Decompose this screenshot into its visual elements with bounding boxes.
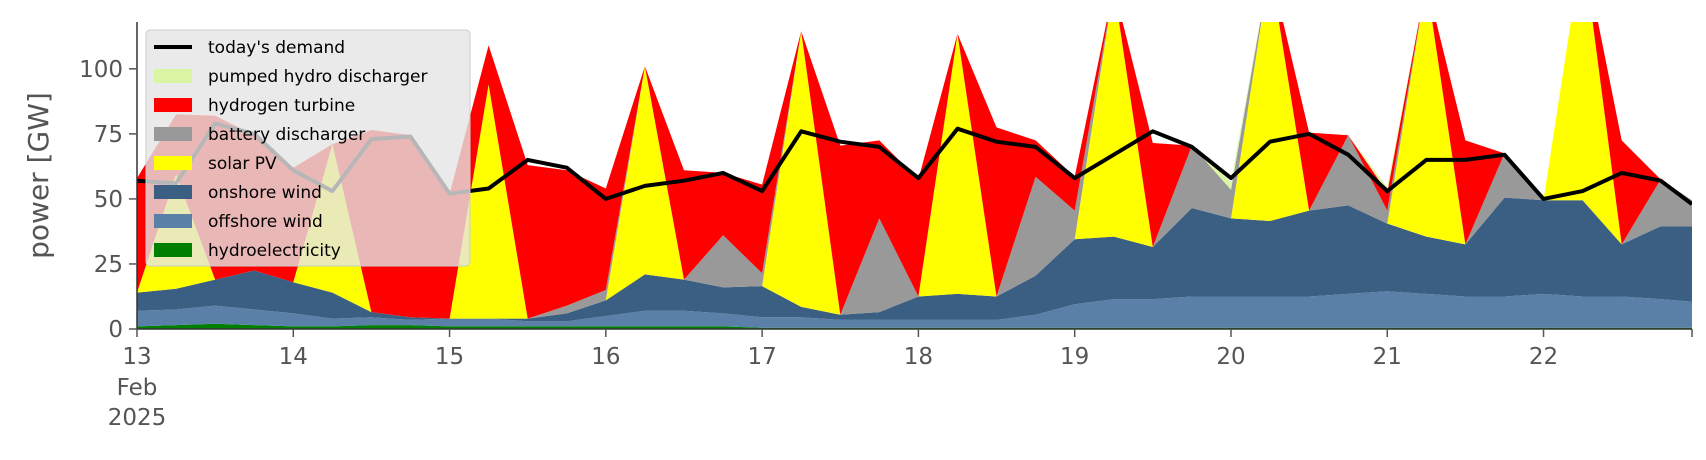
legend-swatch-hydroelectricity — [154, 243, 192, 257]
x-tick-sublabel: 2025 — [108, 405, 167, 431]
legend-swatch-onshore-wind — [154, 185, 192, 199]
legend-label-today-s-demand: today's demand — [208, 38, 345, 58]
legend-label-hydrogen-turbine: hydrogen turbine — [208, 96, 355, 116]
legend-swatch-pumped-hydro-discharger — [154, 69, 192, 83]
legend-label-solar-pv: solar PV — [208, 154, 277, 174]
x-tick-label: 22 — [1529, 344, 1558, 370]
legend-swatch-hydrogen-turbine — [154, 98, 192, 112]
legend-box — [145, 29, 471, 267]
x-tick-label: 20 — [1216, 344, 1245, 370]
y-tick-label: 75 — [94, 122, 123, 148]
x-tick-label: 14 — [279, 344, 308, 370]
legend: today's demand pumped hydro discharger hyd… — [145, 29, 471, 267]
legend-label-offshore-wind: offshore wind — [208, 212, 323, 232]
x-tick-label: 18 — [904, 344, 933, 370]
legend-label-onshore-wind: onshore wind — [208, 183, 322, 203]
legend-label-pumped-hydro-discharger: pumped hydro discharger — [208, 67, 427, 87]
legend-swatch-solar-pv — [154, 156, 192, 170]
axes: 0 25 50 75 100 13 Feb 2025 14 15 16 17 18 19 20 21 22 — [79, 22, 1693, 431]
y-tick-label: 0 — [108, 317, 123, 343]
x-tick-label: 21 — [1373, 344, 1402, 370]
legend-label-battery-discharger: battery discharger — [208, 125, 365, 145]
y-axis-title: power [GW] — [22, 92, 55, 259]
legend-label-hydroelectricity: hydroelectricity — [208, 241, 341, 261]
y-tick-label: 100 — [79, 57, 123, 83]
legend-swatch-offshore-wind — [154, 214, 192, 228]
x-tick-label: 13 — [122, 344, 151, 370]
x-tick-label: 16 — [591, 344, 620, 370]
x-tick-label: 17 — [747, 344, 776, 370]
legend-swatch-battery-discharger — [154, 127, 192, 141]
x-tick-sublabel: Feb — [117, 375, 158, 401]
area-hydrogen-turbine — [137, 22, 1692, 319]
x-tick-label: 15 — [435, 344, 464, 370]
area-onshore-wind — [137, 197, 1692, 322]
y-tick-label: 50 — [94, 187, 123, 213]
area-layers — [137, 22, 1692, 329]
x-tick-label: 19 — [1060, 344, 1089, 370]
area-offshore-wind — [137, 291, 1692, 328]
y-tick-label: 25 — [94, 252, 123, 278]
